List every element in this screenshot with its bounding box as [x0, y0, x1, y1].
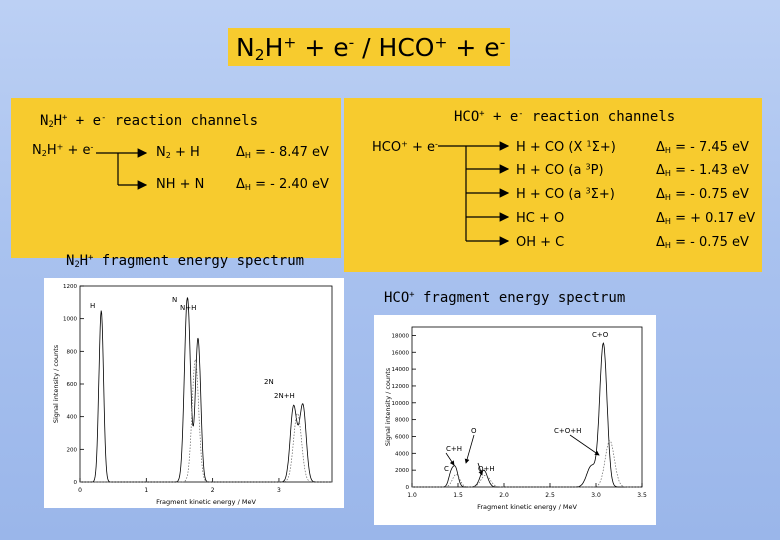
- series-line-1: [80, 297, 332, 483]
- n2h-reaction-panel: [11, 98, 341, 258]
- y-tick-label: 14000: [392, 367, 410, 373]
- n2h-channel-1-delta: ΔH = - 8.47 eV: [236, 145, 329, 160]
- hco-panel-header: HCO+ + e- reaction channels: [454, 109, 676, 125]
- x-tick-label: 1: [144, 487, 148, 494]
- x-tick-label: 0: [78, 487, 82, 494]
- peak-annotation-arrow: [569, 434, 600, 456]
- hco-channel-5-delta: ΔH = - 0.75 eV: [656, 235, 749, 250]
- peak-annotation-arrow: [445, 452, 455, 466]
- n2h-spectrum-title: N2H+ fragment energy spectrum: [66, 253, 305, 271]
- x-tick-label: 3.5: [637, 492, 647, 499]
- peak-label: C+O: [592, 331, 609, 339]
- x-tick-label: 2.0: [499, 492, 509, 499]
- hco-fragment-energy-chart: 1.0 1.5 2.0 2.5 3.0 3.5 0 2000 4000 6000 8000 10000…: [374, 315, 656, 525]
- y-tick-label: 12000: [392, 384, 410, 390]
- peak-label: N+H: [180, 304, 196, 312]
- hco-channel-1-delta: ΔH = - 7.45 eV: [656, 140, 749, 155]
- n2h-panel-header: N2H+ + e- reaction channels: [40, 113, 259, 131]
- x-tick-label: 2: [211, 487, 215, 494]
- y-tick-label: 6000: [395, 434, 409, 440]
- x-tick-label: 2.5: [545, 492, 555, 499]
- y-tick-label: 800: [67, 349, 78, 355]
- peak-annotation-arrow: [464, 434, 475, 464]
- y-tick-label: 600: [67, 382, 78, 388]
- hco-channel-3-product: H + CO (a 3Σ+): [516, 186, 615, 202]
- y-tick-label: 200: [67, 447, 78, 453]
- peak-label: C+O+H: [554, 427, 581, 435]
- y-tick-label: 0: [74, 480, 78, 486]
- hco-spectrum-title: HCO+ fragment energy spectrum: [384, 290, 626, 306]
- peak-label: N: [172, 296, 177, 304]
- y-tick-label: 400: [67, 415, 78, 421]
- series-line-2: [412, 440, 642, 488]
- y-axis-label: Signal intensity / counts: [384, 367, 392, 446]
- x-tick-label: 3: [277, 487, 281, 494]
- hco-reaction-panel: [344, 98, 762, 272]
- series-line-2: [80, 358, 332, 483]
- y-tick-label: 10000: [392, 401, 410, 407]
- x-tick-label: 1.0: [407, 492, 417, 499]
- peak-label: 2N: [264, 378, 274, 386]
- peak-label: H: [90, 302, 95, 310]
- x-tick-label: 3.0: [591, 492, 601, 499]
- hco-channel-4-delta: ΔH = + 0.17 eV: [656, 211, 756, 226]
- n2h-channel-1-product: N2 + H: [156, 145, 200, 160]
- n2h-channel-2-product: NH + N: [156, 177, 205, 192]
- x-tick-label: 1.5: [453, 492, 463, 499]
- n2h-fragment-energy-chart: 0 1 2 3 0 200 400 600 800 1000 1200 Fragment kineti…: [44, 278, 344, 508]
- hco-channel-4-product: HC + O: [516, 211, 565, 226]
- peak-annotation-arrow: [477, 462, 484, 476]
- hco-channel-2-delta: ΔH = - 1.43 eV: [656, 163, 749, 178]
- peak-label: O+H: [478, 465, 495, 473]
- hco-reactant: HCO+ + e-: [372, 139, 438, 155]
- peak-label: 2N+H: [274, 392, 295, 400]
- x-axis-label: Fragment kinetic energy / MeV: [477, 503, 577, 511]
- plot-frame: [79, 285, 333, 483]
- n2h-reactant: N2H+ + e-: [32, 142, 94, 158]
- peak-label: C+H: [446, 445, 462, 453]
- y-axis-label: Signal intensity / counts: [52, 344, 60, 423]
- y-tick-label: 16000: [392, 350, 410, 356]
- x-axis-label: Fragment kinetic energy / MeV: [156, 498, 256, 506]
- hco-channel-1-product: H + CO (X 1Σ+): [516, 139, 616, 155]
- hco-channel-5-product: OH + C: [516, 235, 565, 250]
- y-tick-label: 2000: [395, 468, 409, 474]
- n2h-channel-2-delta: ΔH = - 2.40 eV: [236, 177, 329, 192]
- hco-channel-3-delta: ΔH = - 0.75 eV: [656, 187, 749, 202]
- page-title: N2H+ + e- / HCO+ + e-: [236, 33, 506, 64]
- y-tick-label: 8000: [395, 418, 409, 424]
- y-tick-label: 4000: [395, 451, 409, 457]
- y-tick-label: 1200: [63, 284, 77, 290]
- y-tick-label: 18000: [392, 333, 410, 339]
- y-tick-label: 1000: [63, 317, 77, 323]
- y-tick-label: 0: [406, 485, 410, 491]
- peak-label: O: [471, 427, 477, 435]
- title-box: [228, 28, 510, 66]
- peak-label: C: [444, 465, 449, 473]
- hco-channel-2-product: H + CO (a 3P): [516, 162, 604, 178]
